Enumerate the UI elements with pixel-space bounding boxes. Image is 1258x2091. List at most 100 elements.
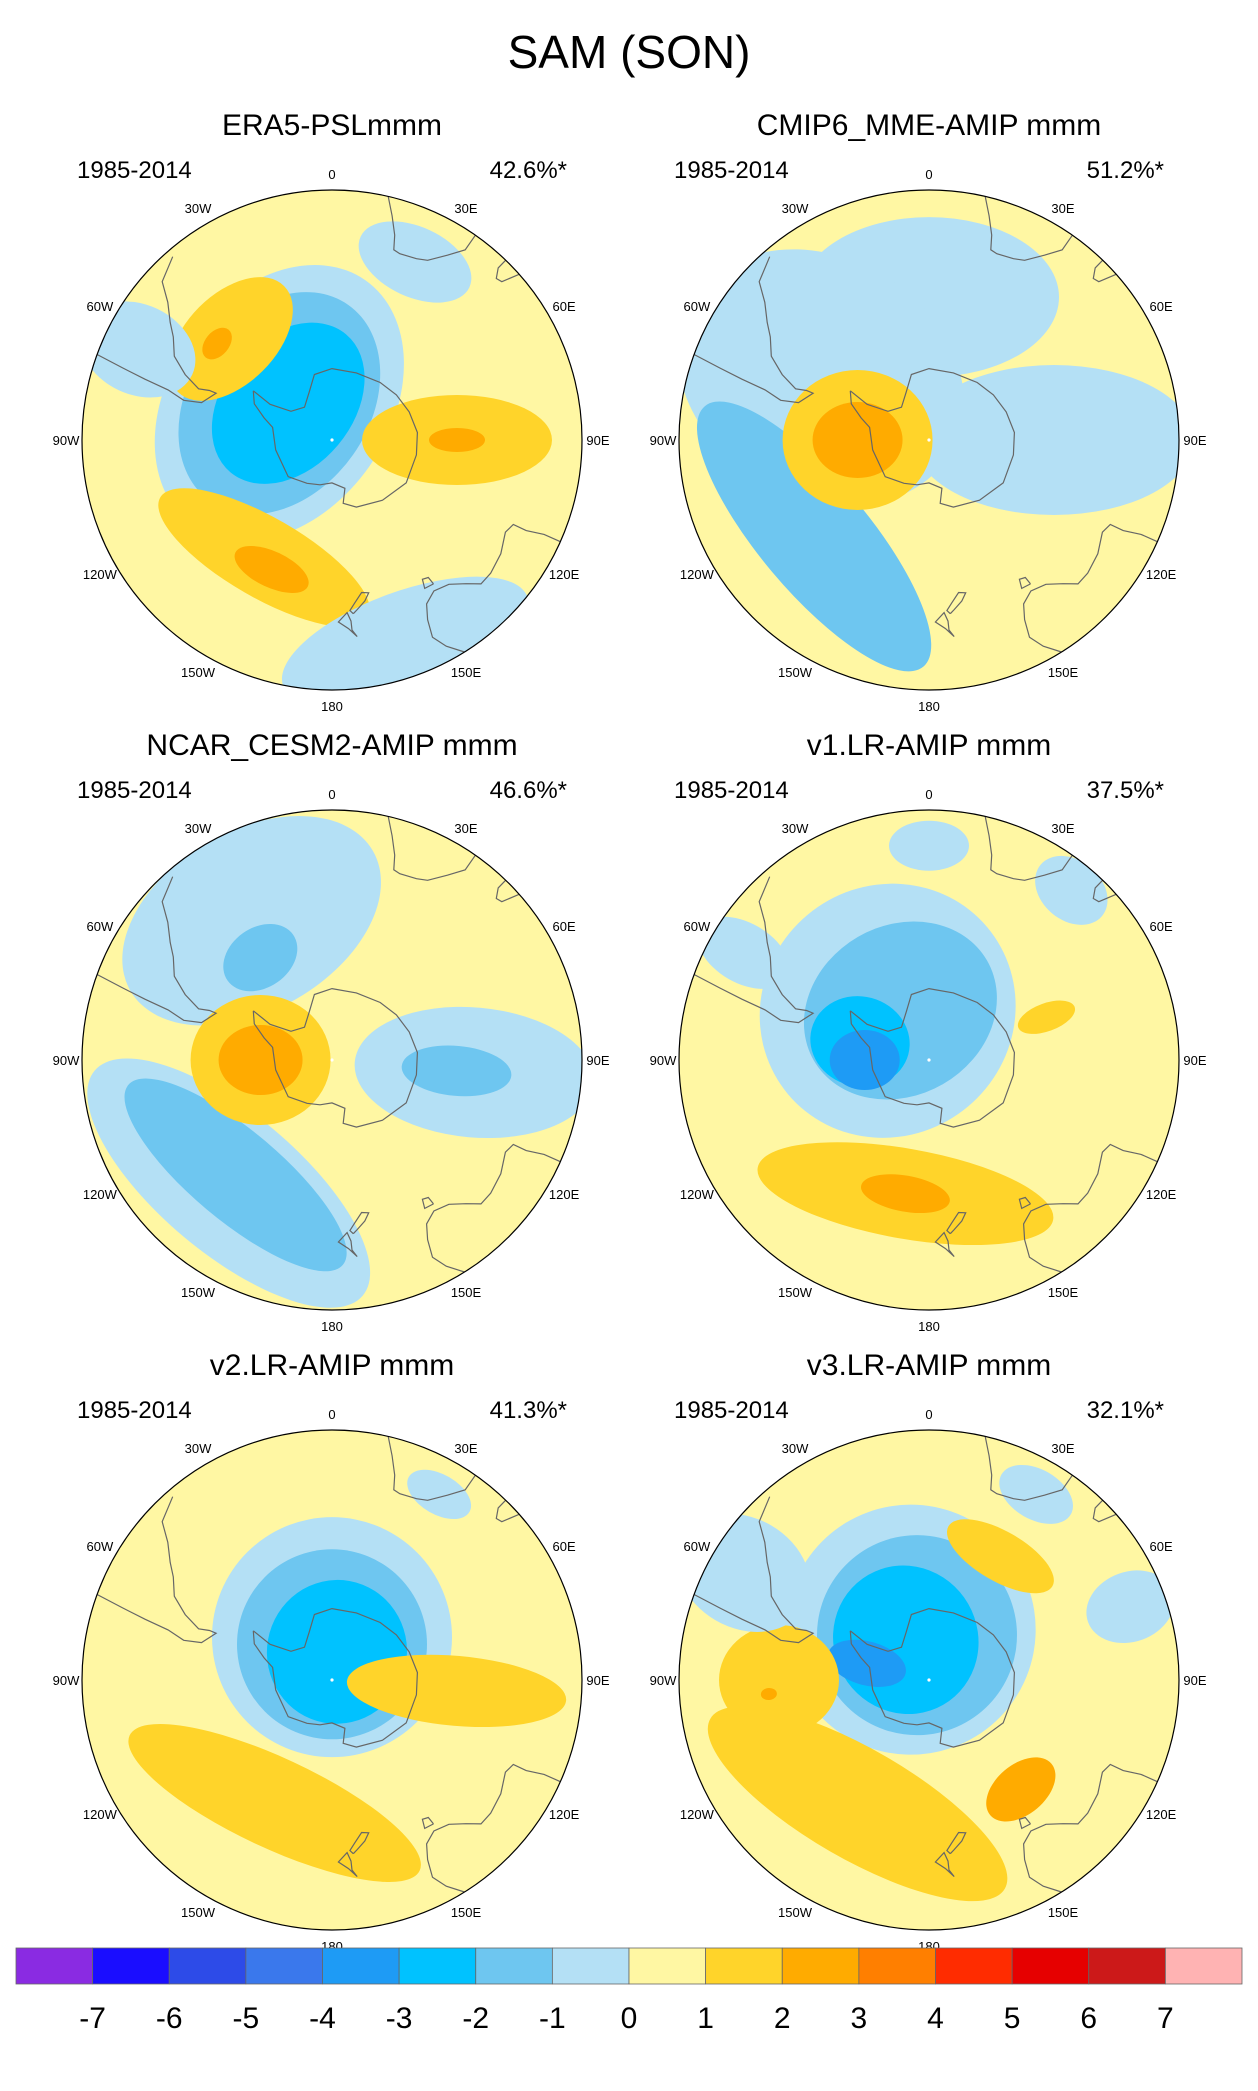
longitude-label: 150E (1048, 1905, 1079, 1920)
colorbar-label: 6 (1080, 2002, 1097, 2035)
panel-period: 1985-2014 (674, 157, 789, 184)
panel-title: v2.LR-AMIP mmm (210, 1349, 454, 1382)
longitude-label: 60E (553, 299, 576, 314)
longitude-label: 150E (1048, 1285, 1079, 1300)
map-border (678, 809, 1180, 1311)
longitude-label: 90E (1183, 1053, 1206, 1068)
panel-variance: 37.5%* (1087, 777, 1164, 804)
longitude-label: 150W (778, 1905, 813, 1920)
panel-variance: 51.2%* (1087, 157, 1164, 184)
longitude-label: 180 (321, 699, 343, 714)
panel-title: v3.LR-AMIP mmm (807, 1349, 1051, 1382)
pole-marker (927, 1058, 931, 1062)
coastline (1022, 1143, 1158, 1273)
coastline (1092, 259, 1117, 283)
longitude-label: 120W (680, 567, 715, 582)
longitude-label: 150W (181, 1905, 216, 1920)
colorbar-label: -5 (233, 2002, 260, 2035)
map-panel: 030E60E90E120E150E180150W120W90W60W30Wv3… (650, 1349, 1207, 1954)
longitude-label: 60W (684, 1539, 711, 1554)
coastline (1018, 576, 1031, 590)
anomaly-blob (281, 576, 529, 690)
coastline (252, 1607, 419, 1748)
coastline (934, 611, 955, 638)
anomaly-blob (401, 1045, 512, 1097)
longitude-label: 120W (83, 567, 118, 582)
pole-marker (927, 438, 931, 442)
anomaly-blob (986, 1757, 1056, 1822)
longitude-label: 60W (684, 919, 711, 934)
longitude-label: 0 (925, 787, 932, 802)
anomaly-blob (999, 1464, 1073, 1524)
coastline (421, 576, 434, 590)
panel-period: 1985-2014 (77, 157, 192, 184)
longitude-label: 150W (181, 1285, 216, 1300)
longitude-label: 180 (918, 1319, 940, 1334)
colorbar-swatch (628, 1947, 707, 1985)
map-panel: 0 30E 60E 90E 120E 150E 180 150W 120W 90W 60W 30W CM… (650, 109, 1207, 714)
longitude-label: 120E (549, 1807, 580, 1822)
longitude-label: 60E (1150, 919, 1173, 934)
panel-period: 1985-2014 (674, 1397, 789, 1424)
coastline (96, 256, 218, 404)
coastline (96, 1496, 218, 1644)
coastline (421, 1816, 434, 1830)
anomaly-blob (861, 1174, 950, 1214)
longitude-label: 150E (451, 665, 482, 680)
main-title: SAM (SON) (508, 26, 751, 78)
longitude-label: 180 (321, 1319, 343, 1334)
panel-variance: 46.6%* (490, 777, 567, 804)
coastline (1022, 1763, 1158, 1893)
anomaly-blob (429, 428, 485, 452)
longitude-label: 30E (1051, 201, 1074, 216)
longitude-label: 30W (185, 201, 212, 216)
longitude-label: 0 (925, 167, 932, 182)
longitude-label: 60W (87, 1539, 114, 1554)
coastline (337, 611, 358, 638)
longitude-label: 30W (185, 1441, 212, 1456)
panel-title: CMIP6_MME-AMIP mmm (757, 109, 1101, 142)
colorbar-swatch (15, 1947, 94, 1985)
map-border (81, 189, 583, 691)
anomaly-blob (346, 1654, 567, 1728)
longitude-label: 180 (918, 699, 940, 714)
colorbar-swatch (322, 1947, 400, 1985)
longitude-label: 60W (87, 919, 114, 934)
longitude-label: 30E (1051, 1441, 1074, 1456)
longitude-label: 0 (925, 1407, 932, 1422)
contour-field (679, 190, 1179, 690)
longitude-label: 120E (1146, 1807, 1177, 1822)
colorbar-swatch (781, 1947, 860, 1985)
coastline (693, 876, 815, 1024)
map-border (678, 1429, 1180, 1931)
longitude-label: 0 (328, 787, 335, 802)
pole-marker (330, 1678, 334, 1682)
anomaly-blob (827, 1639, 906, 1687)
panel-period: 1985-2014 (674, 777, 789, 804)
longitude-label: 150W (778, 665, 813, 680)
coastline (849, 987, 1016, 1128)
panel-variance: 41.3%* (490, 1397, 567, 1424)
anomaly-blob (696, 401, 932, 672)
colorbar-swatch (168, 1947, 247, 1985)
anomaly-blob (218, 1025, 303, 1095)
panel-period: 1985-2014 (77, 1397, 192, 1424)
longitude-label: 90W (650, 433, 677, 448)
coastline (387, 196, 476, 261)
longitude-label: 30W (782, 821, 809, 836)
longitude-label: 90E (586, 1053, 609, 1068)
anomaly-blob (124, 1078, 347, 1272)
coastline (337, 1231, 358, 1258)
colorbar-swatch (935, 1947, 1013, 1985)
longitude-label: 60E (1150, 1539, 1173, 1554)
anomaly-blob (1017, 1000, 1076, 1034)
coastline (495, 1499, 520, 1523)
longitude-label: 150E (1048, 665, 1079, 680)
coastline (425, 1143, 561, 1273)
coastline (1018, 1196, 1031, 1210)
anomaly-blob (234, 545, 309, 593)
longitude-label: 120W (83, 1187, 118, 1202)
map-panel: 0 30E 60E 90E 120E 150E 180 150W 120W 90W 60W 30W ER… (53, 109, 610, 714)
longitude-label: 30W (782, 201, 809, 216)
